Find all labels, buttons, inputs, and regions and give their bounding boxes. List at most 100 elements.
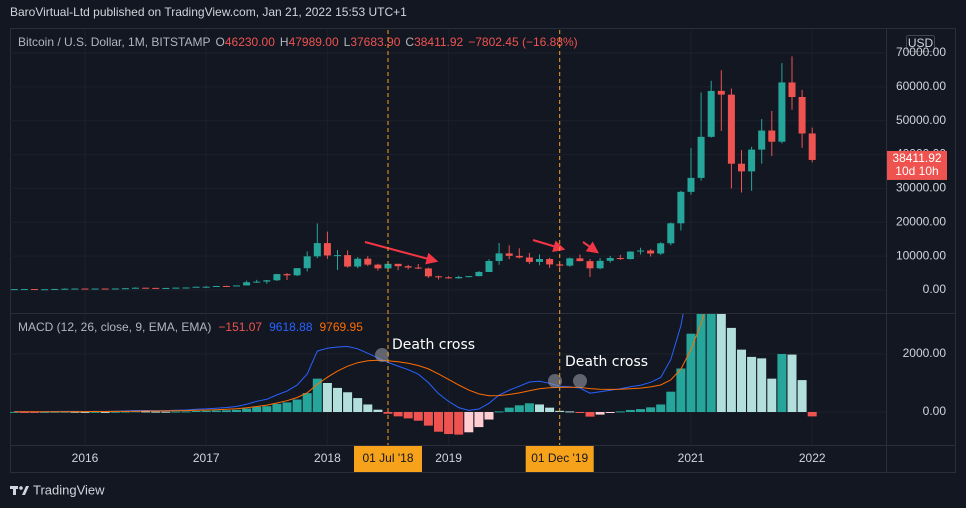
logo-part bbox=[19, 486, 23, 490]
candle-body bbox=[374, 264, 382, 269]
histogram-bar bbox=[464, 411, 474, 433]
currency-box[interactable] bbox=[906, 35, 935, 52]
indicator-line bbox=[14, 314, 705, 413]
candle-body bbox=[435, 276, 442, 278]
histogram-bar bbox=[444, 411, 454, 435]
histogram-bar bbox=[19, 411, 29, 413]
candle-body bbox=[738, 163, 745, 172]
legend: Bitcoin / U.S. Dollar, 1M, BITSTAMP O4623… bbox=[18, 35, 578, 49]
candle-body bbox=[576, 258, 584, 262]
brand: TradingView bbox=[33, 482, 105, 497]
candle-body bbox=[212, 285, 220, 287]
candle-body bbox=[334, 255, 341, 257]
histogram-bar bbox=[494, 411, 504, 413]
date-marker-box bbox=[525, 446, 594, 472]
histogram-bar bbox=[141, 411, 151, 413]
histogram-bar bbox=[787, 354, 797, 412]
candle-body bbox=[354, 258, 362, 267]
histogram-bar bbox=[646, 407, 656, 412]
legend: MACD (12, 26, close, 9, EMA, EMA) −151.07… bbox=[18, 320, 363, 334]
y-tick-label: 70000.00 bbox=[896, 45, 946, 59]
candle-body bbox=[51, 288, 59, 290]
x-tick-label: 2022 bbox=[799, 451, 826, 465]
histogram-bar bbox=[242, 408, 252, 412]
currency[interactable]: USD bbox=[908, 36, 934, 50]
candle-body bbox=[546, 259, 554, 265]
countdown: 10d 10h bbox=[895, 164, 938, 178]
cross-marker bbox=[375, 348, 389, 362]
histogram-bar bbox=[201, 410, 211, 412]
histogram-bar bbox=[605, 411, 615, 413]
histogram-bar bbox=[30, 411, 39, 413]
overlay: Death cross Death cross 01 Jul '18 01 Dec… bbox=[354, 30, 648, 472]
candle-body bbox=[727, 94, 735, 164]
histogram-bar bbox=[434, 411, 443, 432]
candle-body bbox=[384, 263, 392, 269]
histogram-bar bbox=[211, 410, 221, 412]
candle-body bbox=[71, 288, 79, 290]
candle-body bbox=[697, 136, 705, 178]
histogram-bar bbox=[393, 411, 403, 417]
candle-body bbox=[485, 260, 493, 272]
candle-body bbox=[414, 267, 422, 269]
histogram-bar bbox=[747, 356, 757, 412]
grid bbox=[10, 30, 886, 445]
histogram-bar bbox=[50, 411, 60, 413]
legend-key: O bbox=[216, 35, 225, 49]
candle-body bbox=[162, 287, 170, 289]
histogram-bar bbox=[191, 410, 201, 412]
logo-part bbox=[22, 486, 29, 495]
candle-body bbox=[586, 261, 594, 269]
histogram-bar bbox=[292, 399, 302, 412]
histogram-bar bbox=[777, 353, 787, 412]
histogram-bar bbox=[373, 409, 383, 412]
histogram-bar bbox=[636, 409, 645, 412]
legend-value: 38411.92 bbox=[414, 35, 463, 49]
candle-body bbox=[758, 130, 766, 150]
candle-body bbox=[798, 97, 806, 134]
price-pane bbox=[10, 56, 816, 291]
histogram-bar bbox=[40, 411, 50, 413]
y-tick-label: 2000.00 bbox=[903, 346, 947, 360]
histogram-bar bbox=[686, 333, 696, 412]
histogram-bar bbox=[716, 314, 726, 412]
histogram-bar bbox=[403, 411, 413, 419]
histogram-bar bbox=[484, 411, 494, 420]
histogram-bar bbox=[545, 407, 555, 412]
histogram-bar bbox=[221, 410, 231, 412]
candle-body bbox=[41, 289, 49, 291]
histogram-bar bbox=[797, 380, 807, 412]
histogram-bar bbox=[595, 411, 605, 415]
y-tick-label: 0.00 bbox=[923, 282, 947, 296]
arrow bbox=[364, 241, 439, 265]
histogram-bar bbox=[302, 393, 312, 412]
legend-value: 9618.88 bbox=[269, 320, 313, 334]
last-price-box bbox=[887, 150, 947, 180]
candle-body bbox=[293, 268, 301, 276]
histogram-bar bbox=[565, 411, 575, 413]
histogram-bar bbox=[474, 411, 484, 428]
candle-body bbox=[222, 285, 230, 287]
histogram-bar bbox=[524, 403, 534, 412]
histogram-bar bbox=[696, 314, 706, 412]
histogram-bar bbox=[272, 403, 282, 412]
annotation: Death cross bbox=[392, 337, 475, 353]
candle-body bbox=[677, 191, 685, 224]
legend-value: 37683.90 bbox=[350, 35, 400, 49]
y-tick-label: 60000.00 bbox=[896, 79, 946, 93]
histogram-bar bbox=[312, 378, 322, 412]
candle-body bbox=[515, 255, 523, 258]
candle-body bbox=[10, 289, 18, 291]
histogram-bar bbox=[363, 404, 373, 412]
histogram-bar bbox=[535, 404, 544, 412]
candle-body bbox=[505, 253, 513, 256]
x-tick-label: 2016 bbox=[72, 451, 99, 465]
candle-body bbox=[172, 287, 180, 289]
cross-marker bbox=[548, 374, 562, 388]
legend-key: C bbox=[405, 35, 414, 49]
histogram-bar bbox=[413, 411, 423, 421]
histogram-bar bbox=[232, 409, 241, 412]
publisher-line: BaroVirtual-Ltd published on TradingView… bbox=[10, 5, 407, 19]
candle-body bbox=[556, 264, 564, 266]
